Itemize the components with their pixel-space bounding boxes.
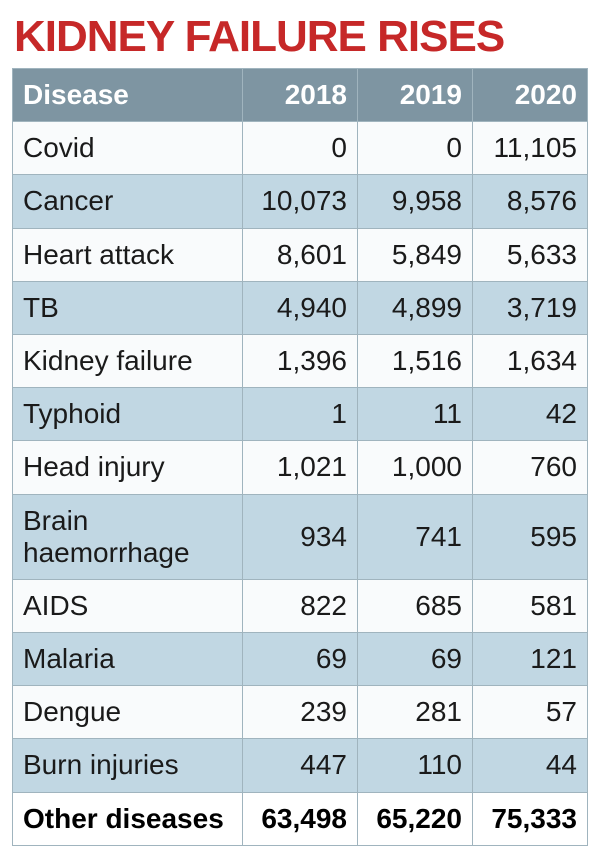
disease-label: Kidney failure [13, 334, 243, 387]
disease-label: Typhoid [13, 388, 243, 441]
cell-value: 4,940 [243, 281, 358, 334]
table-total-row: Other diseases 63,498 65,220 75,333 [13, 792, 588, 845]
cell-value: 121 [473, 633, 588, 686]
total-value: 65,220 [358, 792, 473, 845]
cell-value: 69 [358, 633, 473, 686]
table-row: Dengue 239 281 57 [13, 686, 588, 739]
cell-value: 281 [358, 686, 473, 739]
table-row: Head injury 1,021 1,000 760 [13, 441, 588, 494]
cell-value: 1 [243, 388, 358, 441]
cell-value: 8,576 [473, 175, 588, 228]
cell-value: 5,849 [358, 228, 473, 281]
cell-value: 10,073 [243, 175, 358, 228]
cell-value: 42 [473, 388, 588, 441]
col-2020: 2020 [473, 69, 588, 122]
table-header-row: Disease 2018 2019 2020 [13, 69, 588, 122]
disease-label: AIDS [13, 579, 243, 632]
disease-label: Cancer [13, 175, 243, 228]
cell-value: 4,899 [358, 281, 473, 334]
cell-value: 447 [243, 739, 358, 792]
cell-value: 69 [243, 633, 358, 686]
disease-label: Head injury [13, 441, 243, 494]
cell-value: 0 [243, 122, 358, 175]
cell-value: 3,719 [473, 281, 588, 334]
cell-value: 0 [358, 122, 473, 175]
cell-value: 934 [243, 494, 358, 579]
table-body: Covid 0 0 11,105 Cancer 10,073 9,958 8,5… [13, 122, 588, 846]
cell-value: 822 [243, 579, 358, 632]
table-row: AIDS 822 685 581 [13, 579, 588, 632]
cell-value: 1,516 [358, 334, 473, 387]
table-row: Kidney failure 1,396 1,516 1,634 [13, 334, 588, 387]
table-row: Brain haemorrhage 934 741 595 [13, 494, 588, 579]
disease-label: Burn injuries [13, 739, 243, 792]
cell-value: 44 [473, 739, 588, 792]
total-value: 63,498 [243, 792, 358, 845]
table-row: TB 4,940 4,899 3,719 [13, 281, 588, 334]
table-row: Malaria 69 69 121 [13, 633, 588, 686]
disease-table: Disease 2018 2019 2020 Covid 0 0 11,105 … [12, 68, 588, 846]
table-container: KIDNEY FAILURE RISES Disease 2018 2019 2… [0, 0, 600, 858]
table-row: Burn injuries 447 110 44 [13, 739, 588, 792]
cell-value: 595 [473, 494, 588, 579]
disease-label: Heart attack [13, 228, 243, 281]
disease-label: Malaria [13, 633, 243, 686]
cell-value: 685 [358, 579, 473, 632]
disease-label: Brain haemorrhage [13, 494, 243, 579]
cell-value: 5,633 [473, 228, 588, 281]
page-title: KIDNEY FAILURE RISES [12, 8, 588, 68]
cell-value: 1,021 [243, 441, 358, 494]
cell-value: 239 [243, 686, 358, 739]
total-value: 75,333 [473, 792, 588, 845]
table-row: Cancer 10,073 9,958 8,576 [13, 175, 588, 228]
cell-value: 57 [473, 686, 588, 739]
cell-value: 11,105 [473, 122, 588, 175]
col-disease: Disease [13, 69, 243, 122]
cell-value: 760 [473, 441, 588, 494]
cell-value: 581 [473, 579, 588, 632]
disease-label: Covid [13, 122, 243, 175]
table-row: Covid 0 0 11,105 [13, 122, 588, 175]
cell-value: 9,958 [358, 175, 473, 228]
cell-value: 1,396 [243, 334, 358, 387]
cell-value: 1,000 [358, 441, 473, 494]
total-label: Other diseases [13, 792, 243, 845]
cell-value: 110 [358, 739, 473, 792]
disease-label: TB [13, 281, 243, 334]
disease-label: Dengue [13, 686, 243, 739]
cell-value: 741 [358, 494, 473, 579]
table-row: Heart attack 8,601 5,849 5,633 [13, 228, 588, 281]
cell-value: 1,634 [473, 334, 588, 387]
cell-value: 11 [358, 388, 473, 441]
col-2018: 2018 [243, 69, 358, 122]
col-2019: 2019 [358, 69, 473, 122]
table-row: Typhoid 1 11 42 [13, 388, 588, 441]
cell-value: 8,601 [243, 228, 358, 281]
